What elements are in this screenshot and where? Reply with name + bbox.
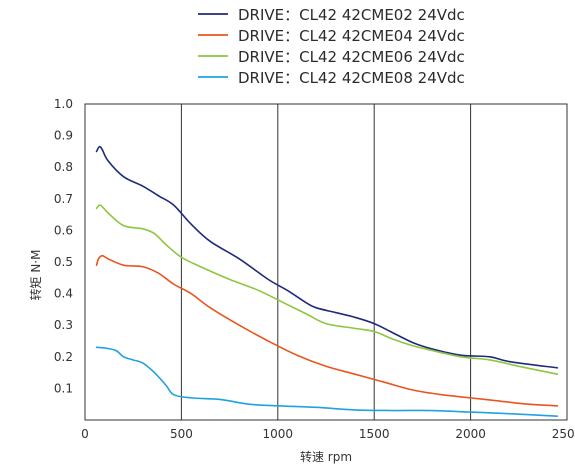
x-tick-label: 2000: [455, 427, 486, 441]
y-tick-label: 0.3: [54, 318, 73, 332]
legend-label-4: DRIVE：CL42 42CME08 24Vdc: [238, 69, 465, 87]
series-line-3: [95, 204, 559, 375]
y-tick-label: 0.4: [54, 287, 73, 301]
legend-label-3: DRIVE：CL42 42CME06 24Vdc: [238, 48, 465, 66]
y-tick-label: 0.8: [54, 160, 73, 174]
x-tick-label: 500: [170, 427, 193, 441]
x-tick-label: 1500: [359, 427, 390, 441]
x-tick-label: 1000: [263, 427, 294, 441]
series-line-4: [95, 346, 559, 418]
legend-label-1: DRIVE：CL42 42CME02 24Vdc: [238, 6, 465, 24]
y-tick-label: 0.1: [54, 381, 73, 395]
x-tick-label: 0: [81, 427, 89, 441]
y-tick-label: 0.7: [54, 192, 73, 206]
plot-frame: [84, 103, 568, 421]
y-tick-label: 0.5: [54, 255, 73, 269]
series-line-2: [95, 254, 559, 407]
y-tick-label: 0.6: [54, 223, 73, 237]
x-axis-title: 转速 rpm: [300, 449, 352, 464]
grid-lines: [180, 104, 472, 420]
legend: DRIVE：CL42 42CME02 24Vdc DRIVE：CL42 42CME…: [198, 6, 465, 87]
y-axis-title: 转矩 N·M: [28, 250, 43, 301]
y-axis-ticks: 0.1 0.2 0.3 0.4 0.5 0.6 0.7 0.8 0.9 1.0: [54, 97, 73, 395]
y-tick-label: 1.0: [54, 97, 73, 111]
series-layer: [95, 145, 559, 418]
series-line-1: [95, 145, 559, 369]
y-tick-label: 0.2: [54, 350, 73, 364]
y-tick-label: 0.9: [54, 129, 73, 143]
legend-label-2: DRIVE：CL42 42CME04 24Vdc: [238, 27, 465, 45]
